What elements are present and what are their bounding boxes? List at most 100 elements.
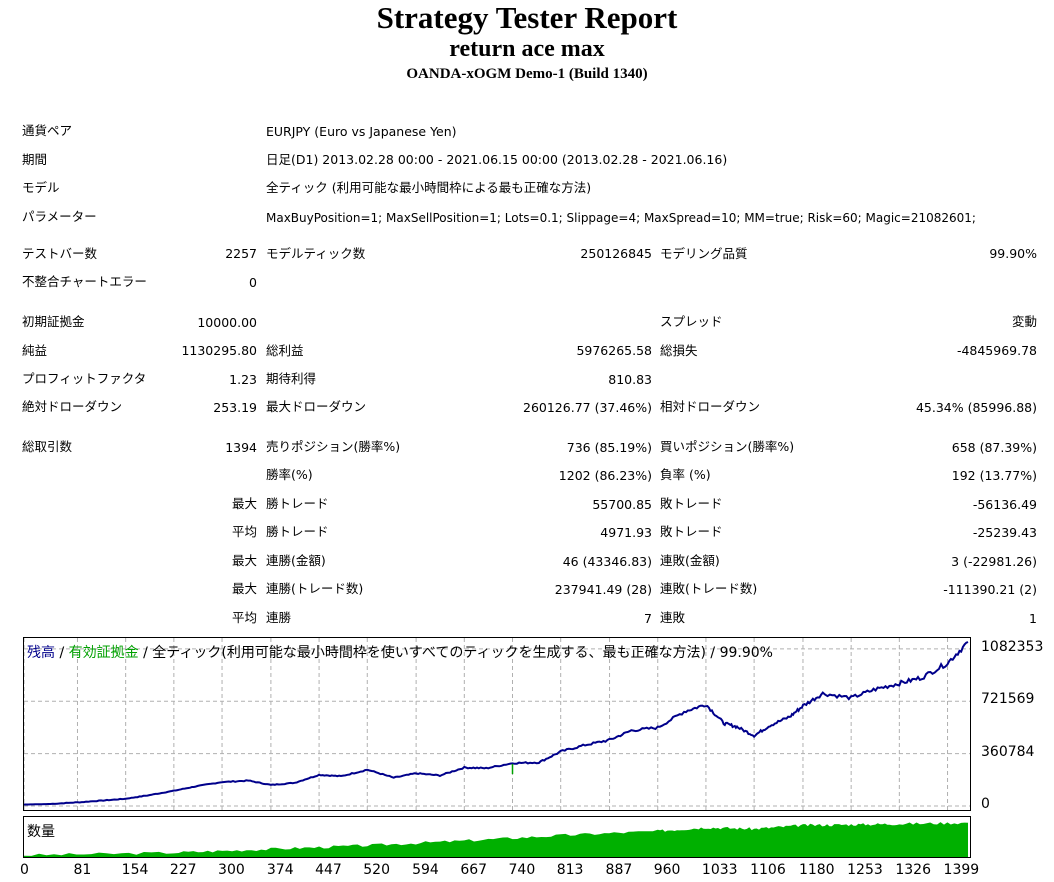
x-tick-label: 1326 (895, 862, 931, 878)
abs-dd-value: 253.19 (213, 400, 257, 415)
avg-win-streak-label: 連勝 (266, 610, 292, 625)
chart-legend: 残高 / 有効証拠金 / 全ティック(利用可能な最小時間枠を使いすべてのティック… (27, 642, 773, 662)
rel-dd-value: 45.34% (85996.88) (915, 400, 1037, 415)
spread-value: 変動 (1011, 314, 1037, 329)
x-tick-label: 227 (169, 862, 197, 878)
loss-value: 192 (13.77%) (951, 468, 1037, 483)
cons-win-money-label: 連勝(金額) (266, 553, 326, 568)
y-tick-label: 1082353 (981, 638, 1044, 655)
rel-dd-label: 相対ドローダウン (660, 399, 761, 414)
spread-label: スプレッド (660, 314, 723, 329)
x-tick-label: 374 (266, 862, 294, 878)
balance-line (24, 641, 969, 806)
cons-win-count-label: 連勝(トレード数) (266, 581, 364, 596)
symbol-label: 通貨ペア (22, 123, 73, 138)
cons-win-count-value: 237941.49 (28) (554, 582, 652, 597)
legend-sep-2: / (138, 645, 153, 661)
period-label: 期間 (22, 152, 48, 167)
bars-label: テストバー数 (22, 246, 98, 261)
volume-chart (23, 816, 971, 858)
params-label: パラメーター (22, 209, 97, 224)
y-tick-label: 360784 (981, 743, 1035, 760)
volume-chart-svg (24, 822, 968, 857)
loss-label: 負率 (%) (660, 467, 711, 482)
deposit-value: 10000.00 (197, 315, 257, 330)
x-tick-label: 81 (73, 862, 92, 878)
ticks-value: 250126845 (580, 246, 652, 261)
volume-area (24, 822, 968, 857)
legend-sep-1: / (55, 645, 69, 661)
payoff-value: 810.83 (608, 372, 652, 387)
legend-balance: 残高 (27, 645, 55, 661)
avg-win-streak-value: 7 (644, 611, 652, 626)
abs-dd-label: 絶対ドローダウン (22, 399, 123, 414)
trades-value: 1394 (225, 440, 257, 455)
x-tick-label: 1106 (750, 862, 786, 878)
largest-win-value: 55700.85 (592, 497, 652, 512)
mismatch-value: 0 (249, 275, 257, 290)
net-label: 純益 (22, 343, 48, 358)
long-label: 買いポジション(勝率%) (660, 439, 795, 454)
pf-label: プロフィットファクタ (22, 371, 147, 386)
avg-loss-streak-value: 1 (1029, 611, 1037, 626)
x-tick-label: 667 (460, 862, 488, 878)
max-dd-label: 最大ドローダウン (266, 399, 367, 414)
win-label: 勝率(%) (266, 467, 313, 482)
trades-label: 総取引数 (22, 439, 73, 454)
x-tick-label: 300 (218, 862, 245, 878)
ticks-label: モデルティック数 (266, 246, 366, 261)
x-tick-label: 1033 (701, 862, 738, 878)
average-label-2: 平均 (231, 610, 257, 625)
params-value: MaxBuyPosition=1; MaxSellPosition=1; Lot… (266, 211, 976, 225)
period-value: 日足(D1) 2013.02.28 00:00 - 2021.06.15 00:… (266, 152, 728, 167)
avg-win-value: 4971.93 (600, 525, 652, 540)
cons-loss-money-label: 連敗(金額) (660, 553, 720, 568)
cons-loss-money-value: 3 (-22981.26) (951, 554, 1037, 569)
y-tick-label: 0 (981, 796, 990, 812)
average-label: 平均 (231, 524, 257, 539)
report-title: Strategy Tester Report (376, 0, 678, 35)
model-label: モデル (22, 180, 60, 195)
x-tick-label: 960 (653, 862, 681, 878)
avg-win-label: 勝トレード (266, 524, 329, 539)
quality-value: 99.90% (989, 246, 1037, 261)
largest-label-2: 最大 (231, 553, 257, 568)
x-tick-label: 1399 (943, 862, 980, 878)
legend-rest: 全ティック(利用可能な最小時間枠を使いすべてのティックを生成する、最も正確な方法… (152, 645, 773, 661)
legend-equity: 有効証拠金 (68, 645, 139, 661)
cons-loss-count-value: -111390.21 (2) (943, 582, 1037, 597)
mismatch-label: 不整合チャートエラー (22, 274, 147, 289)
pf-value: 1.23 (229, 372, 257, 387)
bars-value: 2257 (225, 246, 257, 261)
symbol-value: EURJPY (Euro vs Japanese Yen) (266, 124, 457, 139)
largest-loss-value: -56136.49 (972, 497, 1037, 512)
largest-label: 最大 (231, 496, 257, 511)
x-tick-label: 0 (20, 862, 29, 878)
cons-win-money-value: 46 (43346.83) (562, 554, 652, 569)
balance-chart-svg (23, 638, 970, 810)
volume-label: 数量 (27, 824, 55, 840)
largest-loss-label: 敗トレード (660, 496, 723, 511)
x-tick-label: 594 (412, 862, 439, 878)
y-tick-label: 721569 (981, 691, 1035, 708)
avg-loss-value: -25239.43 (972, 525, 1037, 540)
avg-loss-streak-label: 連敗 (660, 610, 686, 625)
x-tick-label: 447 (315, 862, 342, 878)
ea-name: return ace max (449, 36, 605, 62)
net-value: 1130295.80 (181, 343, 257, 358)
payoff-label: 期待利得 (266, 371, 317, 386)
x-tick-label: 1253 (847, 862, 883, 878)
largest-win-label: 勝トレード (266, 496, 329, 511)
quality-label: モデリング品質 (660, 246, 748, 261)
x-tick-label: 813 (556, 862, 584, 878)
balance-chart (23, 637, 971, 811)
long-value: 658 (87.39%) (951, 440, 1037, 455)
largest-label-3: 最大 (231, 581, 257, 596)
cons-loss-count-label: 連敗(トレード数) (660, 581, 758, 596)
x-tick-label: 154 (121, 862, 149, 878)
max-dd-value: 260126.77 (37.46%) (523, 400, 652, 415)
model-value: 全ティック (利用可能な最小時間枠による最も正確な方法) (266, 180, 592, 195)
win-value: 1202 (86.23%) (558, 468, 652, 483)
short-label: 売りポジション(勝率%) (266, 439, 401, 454)
gross-loss-label: 総損失 (660, 343, 698, 358)
